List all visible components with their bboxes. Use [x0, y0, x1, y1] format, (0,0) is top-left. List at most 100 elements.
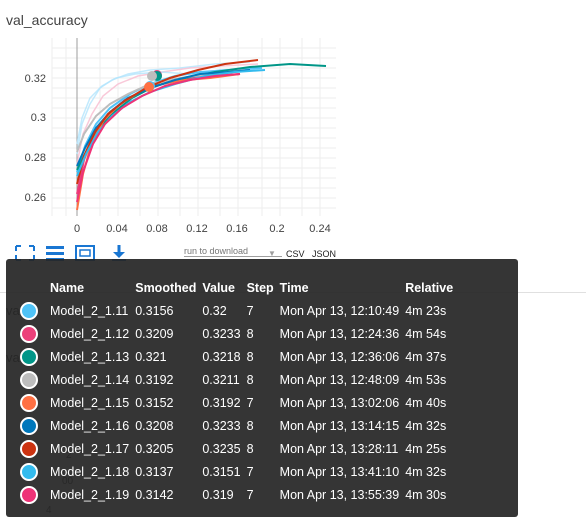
tooltip-cell-smoothed: 0.3156 [135, 303, 174, 318]
tooltip-cell-name: Model_2_1.12 [50, 326, 130, 341]
x-tick-label: 0.24 [309, 223, 330, 234]
tooltip-cell-time: Mon Apr 13, 13:55:39 [279, 487, 400, 502]
tooltip-cell-name: Model_2_1.16 [50, 418, 130, 433]
tooltip-cell-relative: 4m 30s [405, 487, 447, 502]
run-color-swatch-cell [20, 391, 50, 414]
tooltip-cell-time: Mon Apr 13, 12:10:49 [279, 303, 400, 318]
tooltip-cell-relative: 4m 53s [405, 372, 447, 387]
tooltip-cell-step: 8 [246, 441, 254, 456]
tooltip-cell-name: Model_2_1.18 [50, 464, 130, 479]
tooltip-cell-relative: 4m 32s [405, 418, 447, 433]
tooltip-cell-value: 0.3218 [202, 349, 241, 364]
tooltip-cell-value: 0.3151 [202, 464, 241, 479]
tooltip-cell-relative: 4m 23s [405, 303, 447, 318]
x-tick-label: 0.04 [106, 223, 127, 234]
chart-title: val_accuracy [6, 12, 88, 28]
tooltip-row: Model_2_1.13 0.321 0.3218 8 Mon Apr 13, 12:3… [20, 345, 459, 368]
chart-area[interactable]: 0.32 0.3 0.28 0.26 0 0.04 0.08 0.12 0.16 0.2 0.24 [0, 34, 350, 235]
tooltip-header-row: Name Smoothed Value Step Time Relative [20, 277, 459, 299]
tooltip-cell-name: Model_2_1.14 [50, 372, 130, 387]
run-color-swatch [20, 324, 38, 343]
run-color-swatch-cell [20, 322, 50, 345]
y-tick-label: 0.3 [31, 112, 46, 124]
tooltip-cell-value: 0.3211 [202, 372, 240, 387]
x-tick-label: 0.12 [186, 223, 207, 234]
run-color-swatch [20, 439, 38, 458]
tooltip-row: Model_2_1.11 0.3156 0.32 7 Mon Apr 13, 12:10… [20, 299, 459, 322]
raw-run-curve [76, 63, 259, 165]
tooltip-row: Model_2_1.17 0.3205 0.3235 8 Mon Apr 13, 13:… [20, 437, 459, 460]
tooltip-cell-step: 8 [246, 372, 254, 387]
header-step: Step [246, 281, 274, 295]
header-name: Name [50, 281, 85, 295]
run-color-swatch-cell [20, 414, 50, 437]
hover-point-marker [144, 82, 154, 92]
tooltip-cell-smoothed: 0.3208 [135, 418, 174, 433]
tooltip-cell-time: Mon Apr 13, 13:41:10 [279, 464, 400, 479]
header-smoothed: Smoothed [135, 281, 197, 295]
run-color-swatch-cell [20, 345, 50, 368]
tooltip-cell-smoothed: 0.321 [135, 349, 167, 364]
tooltip-cell-name: Model_2_1.15 [50, 395, 130, 410]
csv-link[interactable]: CSV [286, 249, 305, 259]
tooltip-cell-time: Mon Apr 13, 13:28:11 [279, 441, 399, 456]
tooltip-row: Model_2_1.19 0.3142 0.319 7 Mon Apr 13, 13:5… [20, 483, 459, 506]
tooltip-cell-name: Model_2_1.17 [50, 441, 130, 456]
run-color-swatch-cell [20, 460, 50, 483]
run-color-swatch [20, 301, 38, 320]
x-tick-label: 0.2 [269, 223, 284, 234]
tooltip-cell-smoothed: 0.3142 [135, 487, 174, 502]
run-curve[interactable] [76, 69, 246, 153]
header-relative: Relative [405, 281, 454, 295]
tooltip-cell-relative: 4m 25s [405, 441, 447, 456]
tooltip-cell-step: 8 [246, 418, 254, 433]
tooltip-cell-name: Model_2_1.11 [50, 303, 129, 318]
tooltip-cell-name: Model_2_1.13 [50, 349, 130, 364]
tooltip-cell-relative: 4m 32s [405, 464, 447, 479]
line-chart[interactable]: 0.32 0.3 0.28 0.26 0 0.04 0.08 0.12 0.16 0.2 0.24 [0, 34, 350, 235]
tooltip-cell-step: 8 [246, 349, 254, 364]
tooltip-cell-time: Mon Apr 13, 12:36:06 [279, 349, 400, 364]
tooltip-cell-value: 0.3192 [202, 395, 241, 410]
tooltip-cell-value: 0.3233 [202, 418, 241, 433]
run-download-select[interactable]: run to download [184, 246, 282, 257]
run-color-swatch [20, 485, 38, 504]
run-color-swatch-cell [20, 437, 50, 460]
tooltip-cell-smoothed: 0.3152 [135, 395, 174, 410]
run-curve[interactable] [76, 59, 259, 185]
y-tick-label: 0.32 [25, 73, 46, 85]
run-color-swatch [20, 393, 38, 412]
run-color-swatch [20, 370, 38, 389]
header-value: Value [202, 281, 236, 295]
tooltip-cell-smoothed: 0.3137 [135, 464, 174, 479]
tooltip-row: Model_2_1.18 0.3137 0.3151 7 Mon Apr 13, 13:… [20, 460, 459, 483]
tooltip-cell-smoothed: 0.3209 [135, 326, 174, 341]
tooltip-cell-name: Model_2_1.19 [50, 487, 130, 502]
tooltip-cell-time: Mon Apr 13, 12:24:36 [279, 326, 400, 341]
tooltip-row: Model_2_1.15 0.3152 0.3192 7 Mon Apr 13, 13:… [20, 391, 459, 414]
run-tooltip: Name Smoothed Value Step Time Relative M… [6, 259, 518, 517]
tooltip-row: Model_2_1.12 0.3209 0.3233 8 Mon Apr 13, 12:… [20, 322, 459, 345]
tooltip-cell-relative: 4m 40s [405, 395, 447, 410]
chevron-down-icon[interactable]: ▼ [268, 249, 276, 258]
tooltip-cell-step: 7 [246, 487, 254, 502]
tooltip-cell-relative: 4m 37s [405, 349, 447, 364]
run-curve[interactable] [76, 73, 241, 203]
json-link[interactable]: JSON [312, 249, 337, 259]
run-color-swatch-cell [20, 483, 50, 506]
x-tick-label: 0.08 [146, 223, 167, 234]
tooltip-table: Name Smoothed Value Step Time Relative M… [20, 277, 459, 506]
tooltip-cell-value: 0.32 [202, 303, 227, 318]
x-tick-label: 0.16 [226, 223, 247, 234]
tooltip-row: Model_2_1.16 0.3208 0.3233 8 Mon Apr 13, 13:… [20, 414, 459, 437]
tooltip-cell-step: 8 [246, 326, 254, 341]
tooltip-row: Model_2_1.14 0.3192 0.3211 8 Mon Apr 13, 12:… [20, 368, 459, 391]
tooltip-cell-value: 0.3233 [202, 326, 241, 341]
tooltip-cell-time: Mon Apr 13, 13:02:06 [279, 395, 400, 410]
y-tick-label: 0.26 [25, 192, 46, 204]
swatch-header [20, 277, 50, 299]
tooltip-cell-step: 7 [246, 464, 254, 479]
run-color-swatch-cell [20, 368, 50, 391]
x-tick-label: 0 [74, 223, 80, 234]
run-color-swatch [20, 416, 38, 435]
